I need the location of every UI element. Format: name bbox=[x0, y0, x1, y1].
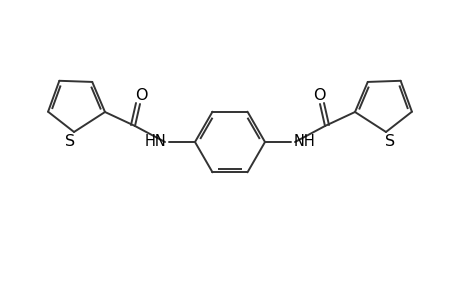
Text: HN: HN bbox=[144, 134, 166, 148]
Text: NH: NH bbox=[293, 134, 315, 148]
Text: O: O bbox=[134, 88, 147, 103]
Text: O: O bbox=[312, 88, 325, 103]
Text: S: S bbox=[384, 134, 394, 149]
Text: S: S bbox=[65, 134, 75, 149]
